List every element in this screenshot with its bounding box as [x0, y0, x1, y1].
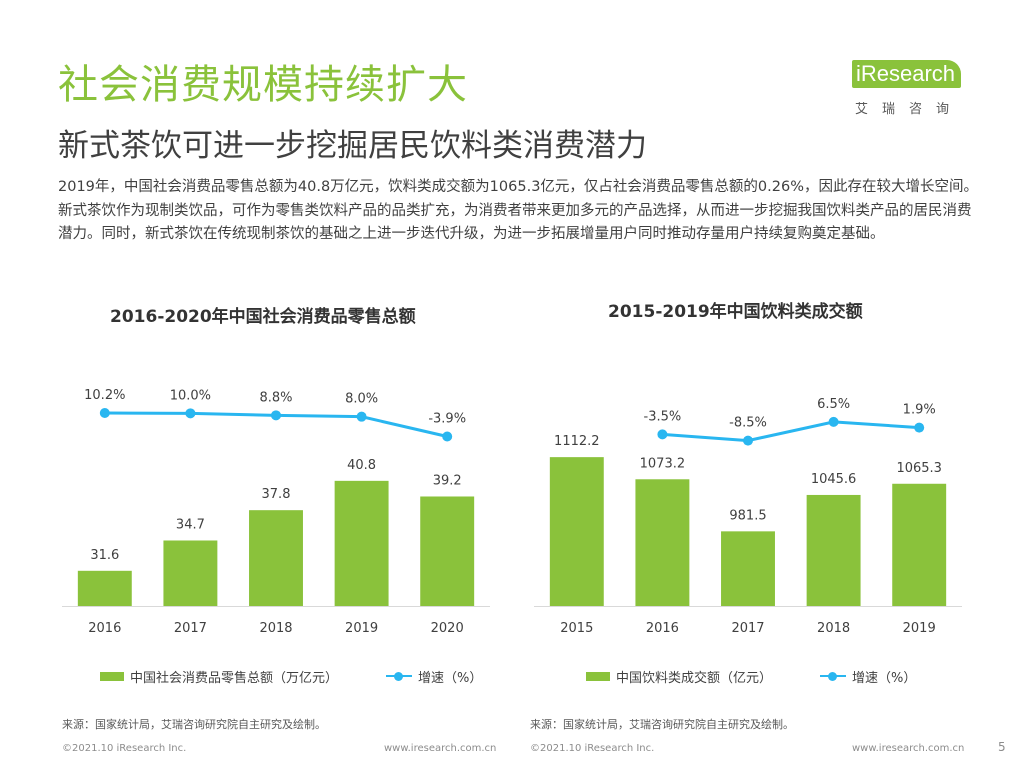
retail-bar-2020: [420, 496, 475, 606]
beverage-growth-point-2019: [914, 422, 925, 433]
beverage-growth-line: [662, 420, 920, 443]
retail-growth-label-2016: 10.2%: [84, 388, 125, 403]
retail-bar-label-2017: 34.7: [176, 517, 205, 532]
chart2-legend: 中国饮料类成交额（亿元） 增速（%）: [586, 667, 916, 686]
chart1-legend: 中国社会消费品零售总额（万亿元） 增速（%）: [100, 667, 482, 686]
beverage-bar-label-2015: 1112.2: [554, 434, 600, 449]
beverage-growth-label-2016: -3.5%: [644, 409, 682, 424]
retail-growth-label-2020: -3.9%: [428, 412, 466, 427]
beverage-growth-point-2017: [743, 435, 753, 446]
beverage-bar-label-2016: 1073.2: [640, 456, 686, 471]
copyright-left: ©2021.10 iResearch Inc.: [62, 743, 187, 754]
retail-growth-point-2016: [99, 408, 110, 418]
retail-growth-point-2017: [185, 408, 196, 419]
intro-paragraph: 2019年，中国社会消费品零售总额为40.8万亿元，饮料类成交额为1065.3亿…: [58, 179, 978, 242]
source-note-left: 来源：国家统计局，艾瑞咨询研究院自主研究及绘制。: [62, 718, 326, 731]
beverage-bar-label-2017: 981.5: [729, 508, 766, 523]
legend-bar-label: 中国饮料类成交额（亿元）: [616, 671, 773, 686]
retail-bar-label-2016: 31.6: [90, 548, 119, 563]
beverage-x-tick-2015: 2015: [560, 621, 593, 636]
beverage-x-tick-2017: 2017: [731, 621, 764, 636]
legend-bar-swatch: [586, 672, 610, 681]
beverage-bar-2019: [892, 483, 947, 606]
logo-wordmark: iResearch: [852, 60, 962, 88]
beverage-growth-point-2016: [657, 429, 668, 440]
beverage-x-tick-2019: 2019: [903, 621, 936, 636]
beverage-bar-label-2019: 1065.3: [896, 461, 942, 476]
retail-growth-point-2018: [271, 410, 281, 421]
beverage-growth-point-2018: [828, 416, 839, 427]
retail-growth-point-2019: [356, 411, 367, 422]
retail-bar-2016: [77, 570, 132, 606]
beverage-growth-label-2018: 6.5%: [817, 397, 850, 412]
website-link-right[interactable]: www.iresearch.com.cn: [852, 743, 965, 754]
beverage-bar-2015: [549, 457, 604, 606]
retail-sales-chart: 31.6 34.7 37.8 40.8 39.2 2016 2017 2018 2019 2020…: [62, 388, 490, 636]
beverage-bar-2017: [721, 531, 775, 606]
retail-growth-point-2020: [442, 431, 453, 442]
retail-growth-label-2017: 10.0%: [170, 388, 211, 403]
iresearch-logo: iResearch 艾瑞咨询: [844, 58, 974, 118]
retail-x-tick-2020: 2020: [431, 621, 464, 636]
retail-x-tick-2017: 2017: [174, 621, 207, 636]
retail-bar-label-2020: 39.2: [433, 473, 462, 488]
beverage-growth-label-2017: -8.5%: [729, 416, 767, 431]
beverage-turnover-chart: 1112.2 1073.2 981.5 1045.6 1065.3 2015 2016 201…: [534, 397, 962, 636]
retail-x-tick-2016: 2016: [88, 621, 121, 636]
retail-x-tick-2019: 2019: [345, 621, 378, 636]
beverage-x-tick-2016: 2016: [646, 621, 679, 636]
retail-bar-2018: [249, 510, 303, 606]
retail-growth-label-2019: 8.0%: [345, 392, 378, 407]
legend-bar-label: 中国社会消费品零售总额（万亿元）: [130, 671, 339, 686]
page-subtitle: 新式茶饮可进一步挖掘居民饮料类消费潜力: [58, 128, 647, 164]
legend-line-swatch: [386, 672, 413, 681]
beverage-x-tick-2018: 2018: [817, 621, 850, 636]
website-link-left[interactable]: www.iresearch.com.cn: [384, 743, 497, 754]
beverage-bar-2016: [635, 479, 690, 606]
copyright-right: ©2021.10 iResearch Inc.: [530, 743, 655, 754]
page-number: 5: [998, 740, 1006, 754]
beverage-bar-label-2018: 1045.6: [811, 472, 857, 487]
page-title: 社会消费规模持续扩大: [58, 62, 468, 108]
legend-line-label: 增速（%）: [852, 671, 917, 686]
retail-bar-2017: [163, 540, 218, 606]
source-note-right: 来源：国家统计局，艾瑞咨询研究院自主研究及绘制。: [530, 718, 794, 731]
beverage-growth-label-2019: 1.9%: [903, 403, 936, 418]
beverage-bar-2018: [806, 494, 861, 606]
retail-bar-label-2019: 40.8: [347, 458, 376, 473]
legend-bar-swatch: [100, 672, 124, 681]
retail-bar-2019: [334, 480, 389, 606]
legend-line-swatch: [820, 672, 847, 681]
legend-line-label: 增速（%）: [418, 671, 483, 686]
retail-bar-label-2018: 37.8: [262, 487, 291, 502]
retail-x-tick-2018: 2018: [259, 621, 292, 636]
logo-chinese-name: 艾瑞咨询: [854, 102, 963, 117]
chart2-title: 2015-2019年中国饮料类成交额: [608, 302, 863, 322]
retail-growth-label-2018: 8.8%: [259, 390, 292, 405]
chart1-title: 2016-2020年中国社会消费品零售总额: [110, 307, 416, 327]
